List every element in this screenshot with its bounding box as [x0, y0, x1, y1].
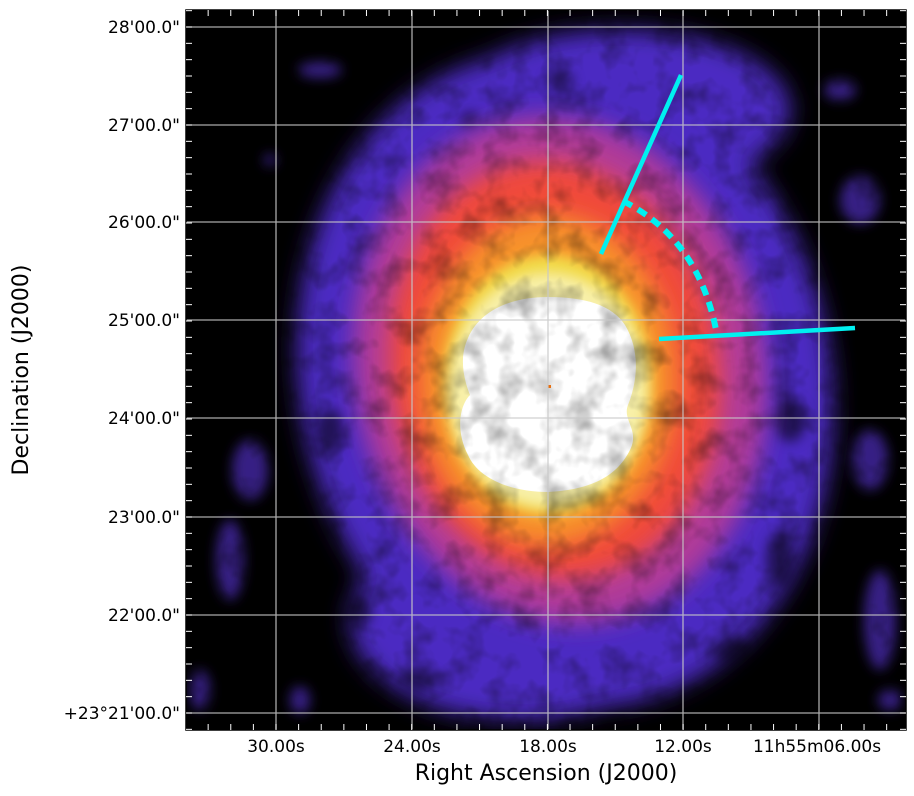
x-tick-labels: 30.00s 24.00s 18.00s 12.00s 11h55m06.00s — [247, 737, 881, 757]
x-tick-label: 30.00s — [247, 737, 305, 757]
x-tick-label: 12.00s — [654, 737, 712, 757]
x-tick-label: 18.00s — [519, 737, 577, 757]
solid-line-lower — [658, 325, 856, 342]
image-panel — [186, 10, 906, 730]
dashed-arc — [621, 198, 720, 336]
y-tick-label: 28'00.0" — [108, 18, 180, 38]
y-tick-label: 23'00.0" — [108, 508, 180, 528]
y-tick-label: 22'00.0" — [108, 606, 180, 626]
y-tick-label: 26'00.0" — [108, 213, 180, 233]
y-tick-label: 24'00.0" — [108, 409, 180, 429]
axis-minor-ticks — [186, 10, 906, 730]
y-axis-title: Declination (J2000) — [9, 265, 34, 476]
x-tick-label: 11h55m06.00s — [753, 737, 881, 757]
x-axis-title: Right Ascension (J2000) — [415, 761, 678, 786]
solid-line-upper — [598, 74, 684, 255]
annotation-overlay — [598, 74, 856, 342]
coordinate-grid — [186, 10, 906, 730]
y-tick-label: +23°21'00.0" — [64, 704, 180, 724]
y-tick-label: 27'00.0" — [108, 116, 180, 136]
point-source-marker — [548, 385, 551, 388]
y-tick-label: 25'00.0" — [108, 311, 180, 331]
texture-overlay — [186, 10, 906, 730]
x-tick-label: 24.00s — [383, 737, 441, 757]
y-tick-labels: 28'00.0" 27'00.0" 26'00.0" 25'00.0" 24'0… — [64, 18, 180, 724]
